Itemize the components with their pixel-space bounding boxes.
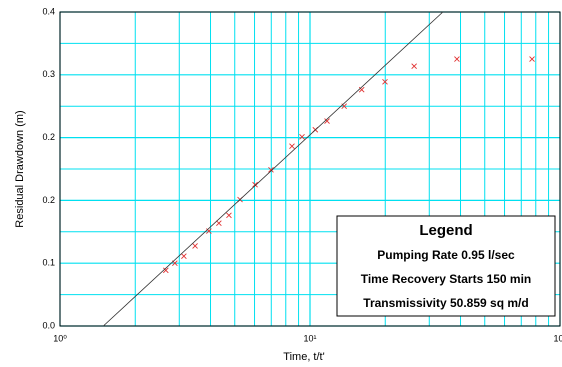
data-point	[529, 56, 535, 62]
data-point	[162, 267, 169, 274]
legend-box	[336, 215, 556, 317]
data-point	[358, 86, 365, 93]
data-point	[299, 133, 305, 140]
y-tick-label: 0.2	[42, 195, 55, 205]
y-tick-label: 0.1	[42, 258, 55, 268]
data-point	[206, 228, 212, 234]
data-point	[324, 118, 330, 124]
y-tick-label: 0.3	[42, 69, 55, 79]
legend-line: Pumping Rate 0.95 l/sec	[377, 248, 515, 262]
legend-title: Legend	[419, 222, 472, 239]
legend: Legend Pumping Rate 0.95 l/sec Time Recove…	[336, 215, 556, 317]
data-point	[226, 212, 232, 219]
plot-frame	[59, 11, 561, 327]
data-point	[216, 220, 222, 226]
x-tick-label: 10⁰	[53, 333, 67, 343]
data-point	[289, 143, 295, 150]
data-point	[252, 181, 258, 188]
y-tick-label: 0.0	[42, 320, 55, 330]
data-point	[411, 63, 417, 69]
y-tick-label: 0.2	[42, 132, 55, 142]
x-axis-label: Time, t/t'	[283, 351, 324, 363]
data-point	[268, 166, 274, 173]
legend-line: Time Recovery Starts 150 min	[361, 272, 532, 286]
data-point	[192, 243, 198, 249]
fit-line	[103, 12, 444, 326]
x-tick-label: 10²	[553, 333, 562, 343]
data-point	[181, 253, 187, 259]
y-tick-label: 0.4	[42, 6, 55, 16]
y-axis-label: Residual Drawdown (m)	[14, 110, 26, 227]
data-point	[454, 56, 460, 62]
legend-line: Transmissivity 50.859 sq m/d	[363, 296, 528, 310]
x-tick-label: 10¹	[303, 333, 316, 343]
data-point	[382, 79, 388, 85]
